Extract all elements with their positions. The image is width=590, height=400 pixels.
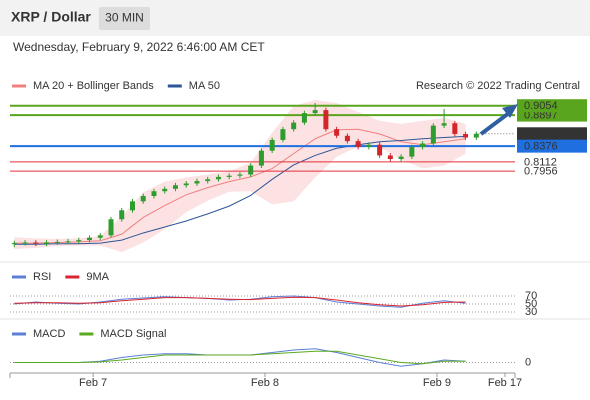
- candle-body: [344, 135, 350, 142]
- candle-body: [291, 122, 297, 130]
- date: Wednesday, February 9, 2022 6:46:00 AM C…: [13, 40, 265, 54]
- candle-body: [215, 176, 221, 180]
- candle-body: [140, 195, 146, 202]
- header-bar: [0, 0, 590, 36]
- timeframe[interactable]: 30 MIN: [105, 11, 144, 25]
- legend-label: MACD Signal: [100, 328, 166, 340]
- legend-label: RSI: [33, 271, 51, 283]
- candle-body: [420, 143, 426, 148]
- series-line: [14, 348, 466, 367]
- y-tick-label: 50: [525, 298, 537, 310]
- series-line: [14, 350, 466, 365]
- x-tick-label: Feb 17: [488, 377, 522, 389]
- candle-body: [65, 241, 71, 243]
- candle-body: [226, 175, 232, 177]
- source-credit: Research © 2022 Trading Central: [416, 80, 580, 92]
- y-tick-label: 30: [525, 306, 537, 318]
- candle-body: [312, 110, 318, 114]
- x-tick-label: Feb 9: [423, 377, 451, 389]
- level-label: 0.9054: [524, 100, 558, 112]
- legend-label: MACD: [33, 328, 65, 340]
- candle-body: [366, 144, 372, 148]
- candle-body: [183, 183, 189, 186]
- candle-body: [452, 123, 458, 134]
- level-label: 0.8112: [524, 156, 557, 168]
- y-tick-label: 0: [525, 356, 531, 368]
- level-box: [517, 139, 587, 153]
- x-tick-label: Feb 7: [79, 377, 107, 389]
- candle-body: [11, 243, 17, 245]
- series-line: [14, 135, 466, 245]
- candle-body: [151, 191, 157, 196]
- candle-body: [430, 125, 436, 144]
- x-tick-label: Feb 8: [251, 377, 279, 389]
- candle-body: [162, 188, 168, 192]
- legend-label: 9MA: [86, 271, 109, 283]
- candle-body: [54, 241, 60, 243]
- candle-body: [355, 141, 361, 148]
- candle-body: [194, 181, 200, 184]
- candle-body: [441, 123, 447, 126]
- candle-body: [237, 174, 243, 176]
- legend-label: MA 50: [189, 80, 220, 92]
- candle-body: [87, 237, 93, 241]
- candle-body: [409, 147, 415, 157]
- chart-title: XRP / Dollar: [11, 9, 91, 25]
- candle-body: [473, 133, 479, 138]
- plot: MA 20 + Bollinger Bands MA 50 Research © 2…: [10, 80, 587, 389]
- forecast-arrow: [479, 111, 511, 136]
- candle-body: [269, 139, 275, 151]
- level-label: 0.8583: [524, 128, 558, 140]
- candle-body: [22, 242, 28, 244]
- candle-body: [108, 219, 114, 236]
- candle-body: [248, 165, 254, 175]
- candle-body: [387, 155, 393, 160]
- timeframe-pill[interactable]: [99, 7, 150, 30]
- candle-body: [97, 235, 103, 238]
- candle-body: [334, 129, 340, 136]
- series-line: [14, 296, 466, 307]
- candle-body: [377, 144, 383, 156]
- candle-body: [33, 242, 39, 244]
- candle-body: [44, 242, 50, 244]
- level-box: [517, 127, 587, 141]
- candle-body: [301, 113, 307, 123]
- level-label: 0.8376: [524, 141, 558, 153]
- level-label: 0.8897: [524, 109, 558, 121]
- level-label: 0.7956: [524, 166, 558, 178]
- y-tick-label: 70: [525, 290, 537, 302]
- candle-body: [258, 150, 264, 166]
- candle-body: [280, 129, 286, 140]
- candle-body: [129, 201, 135, 211]
- legend-label: MA 20 + Bollinger Bands: [33, 80, 154, 92]
- candle-body: [76, 240, 82, 242]
- candle-body: [323, 110, 329, 130]
- candle-body: [172, 185, 178, 189]
- candle-body: [205, 179, 211, 182]
- candle-body: [463, 133, 469, 138]
- forecast-arrowhead: [502, 104, 518, 118]
- level-box: [517, 99, 587, 113]
- candle-body: [398, 156, 404, 160]
- candle-body: [119, 210, 125, 220]
